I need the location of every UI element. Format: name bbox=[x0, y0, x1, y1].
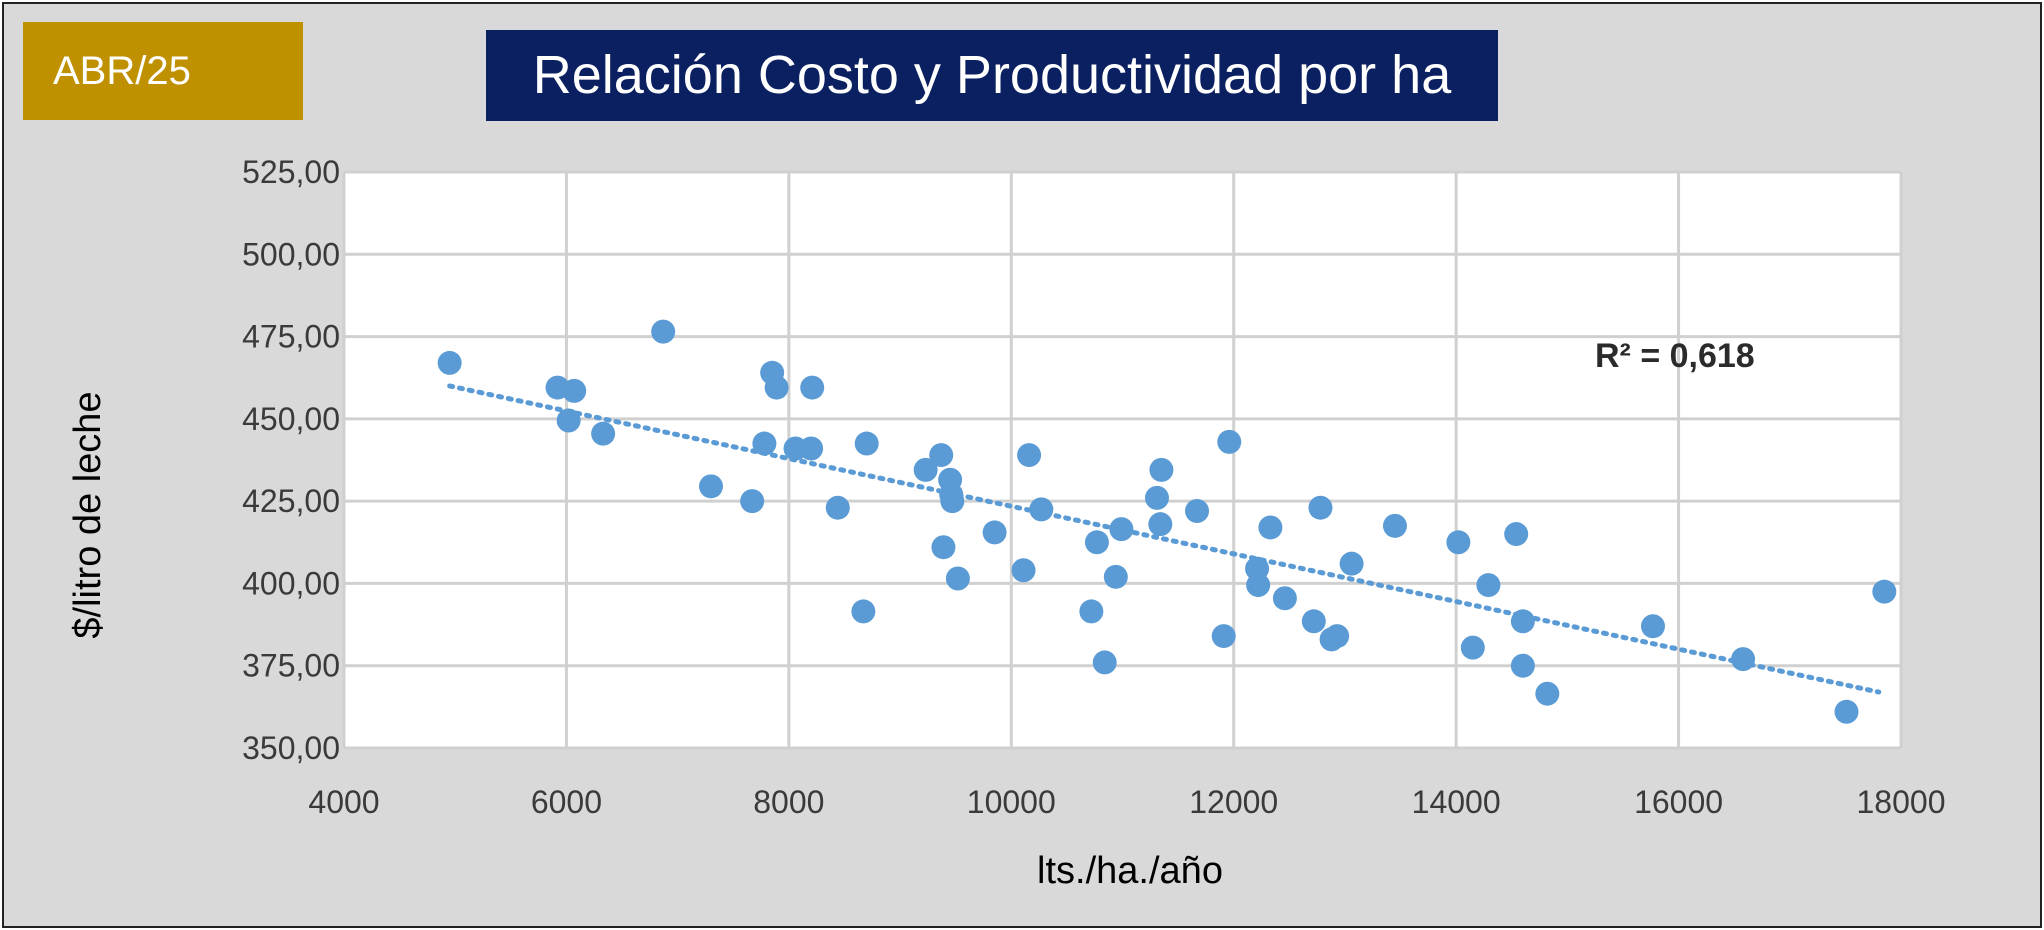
y-tick-labels: 350,00 375,00 400,00 425,00 450,00 475,00 500,… bbox=[242, 154, 340, 766]
date-badge: ABR/25 bbox=[23, 22, 303, 120]
data-point bbox=[945, 566, 970, 591]
y-tick-label: 500,00 bbox=[242, 236, 340, 272]
grid-lines bbox=[342, 170, 1903, 750]
x-tick-label: 8000 bbox=[753, 784, 824, 820]
plot-area bbox=[344, 172, 1901, 748]
data-point bbox=[1258, 515, 1283, 540]
data-point bbox=[1446, 530, 1471, 555]
data-point bbox=[1535, 681, 1560, 706]
x-tick-label: 6000 bbox=[531, 784, 602, 820]
y-tick-label: 400,00 bbox=[242, 565, 340, 601]
data-point bbox=[851, 599, 876, 624]
x-tick-label: 12000 bbox=[1189, 784, 1278, 820]
data-point bbox=[1872, 579, 1897, 604]
data-point bbox=[854, 431, 879, 456]
data-point bbox=[1079, 599, 1104, 624]
data-point bbox=[940, 489, 965, 514]
data-point bbox=[1011, 558, 1036, 583]
data-point bbox=[1092, 650, 1117, 675]
data-point bbox=[699, 474, 724, 499]
y-axis-title: $/litro de leche bbox=[67, 391, 109, 638]
data-point bbox=[1504, 522, 1529, 547]
data-point bbox=[799, 436, 824, 461]
data-point bbox=[1308, 495, 1333, 520]
data-point bbox=[1510, 653, 1535, 678]
y-tick-label: 475,00 bbox=[242, 319, 340, 355]
y-tick-label: 350,00 bbox=[242, 730, 340, 766]
x-axis-title: lts./ha./año bbox=[1037, 850, 1223, 892]
trendline bbox=[447, 383, 1882, 695]
data-point bbox=[740, 489, 765, 514]
x-tick-label: 18000 bbox=[1857, 784, 1946, 820]
data-point bbox=[1272, 586, 1297, 611]
data-point bbox=[1731, 647, 1756, 672]
data-point bbox=[752, 431, 777, 456]
data-points bbox=[437, 319, 1897, 724]
data-point bbox=[764, 375, 789, 400]
data-point bbox=[1382, 513, 1407, 538]
data-point bbox=[1834, 699, 1859, 724]
y-tick-label: 375,00 bbox=[242, 648, 340, 684]
data-point bbox=[1084, 530, 1109, 555]
data-point bbox=[825, 495, 850, 520]
data-point bbox=[1029, 497, 1054, 522]
data-point bbox=[1144, 485, 1169, 510]
x-tick-label: 10000 bbox=[967, 784, 1056, 820]
data-point bbox=[1640, 614, 1665, 639]
data-point bbox=[562, 378, 587, 403]
data-point bbox=[651, 319, 676, 344]
data-point bbox=[913, 457, 938, 482]
data-point bbox=[1325, 624, 1350, 649]
r-squared-label: R² = 0,618 bbox=[1595, 337, 1755, 375]
y-tick-label: 525,00 bbox=[242, 154, 340, 190]
data-point bbox=[1017, 443, 1042, 468]
data-point bbox=[931, 535, 956, 560]
data-point bbox=[1476, 573, 1501, 598]
data-point bbox=[1217, 429, 1242, 454]
data-point bbox=[1185, 499, 1210, 524]
x-tick-label: 14000 bbox=[1412, 784, 1501, 820]
data-point bbox=[800, 375, 825, 400]
trendline-group bbox=[447, 383, 1882, 695]
x-tick-label: 16000 bbox=[1634, 784, 1723, 820]
data-point bbox=[556, 408, 581, 433]
data-point bbox=[591, 421, 616, 446]
data-point bbox=[1109, 517, 1134, 542]
data-point bbox=[1148, 512, 1173, 537]
data-point bbox=[1510, 609, 1535, 634]
chart-title: Relación Costo y Productividad por ha bbox=[486, 30, 1498, 121]
data-point bbox=[1339, 551, 1364, 576]
y-tick-label: 450,00 bbox=[242, 401, 340, 437]
x-tick-labels: 4000 6000 8000 10000 12000 14000 16000 18000 bbox=[308, 784, 1945, 820]
data-point bbox=[1301, 609, 1326, 634]
data-point bbox=[929, 443, 954, 468]
data-point bbox=[1460, 635, 1485, 660]
x-tick-label: 4000 bbox=[308, 784, 379, 820]
data-point bbox=[437, 350, 462, 375]
data-point bbox=[982, 520, 1007, 545]
data-point bbox=[1211, 624, 1236, 649]
data-point bbox=[1246, 573, 1271, 598]
data-point bbox=[1103, 564, 1128, 589]
y-tick-label: 425,00 bbox=[242, 483, 340, 519]
data-point bbox=[1149, 457, 1174, 482]
